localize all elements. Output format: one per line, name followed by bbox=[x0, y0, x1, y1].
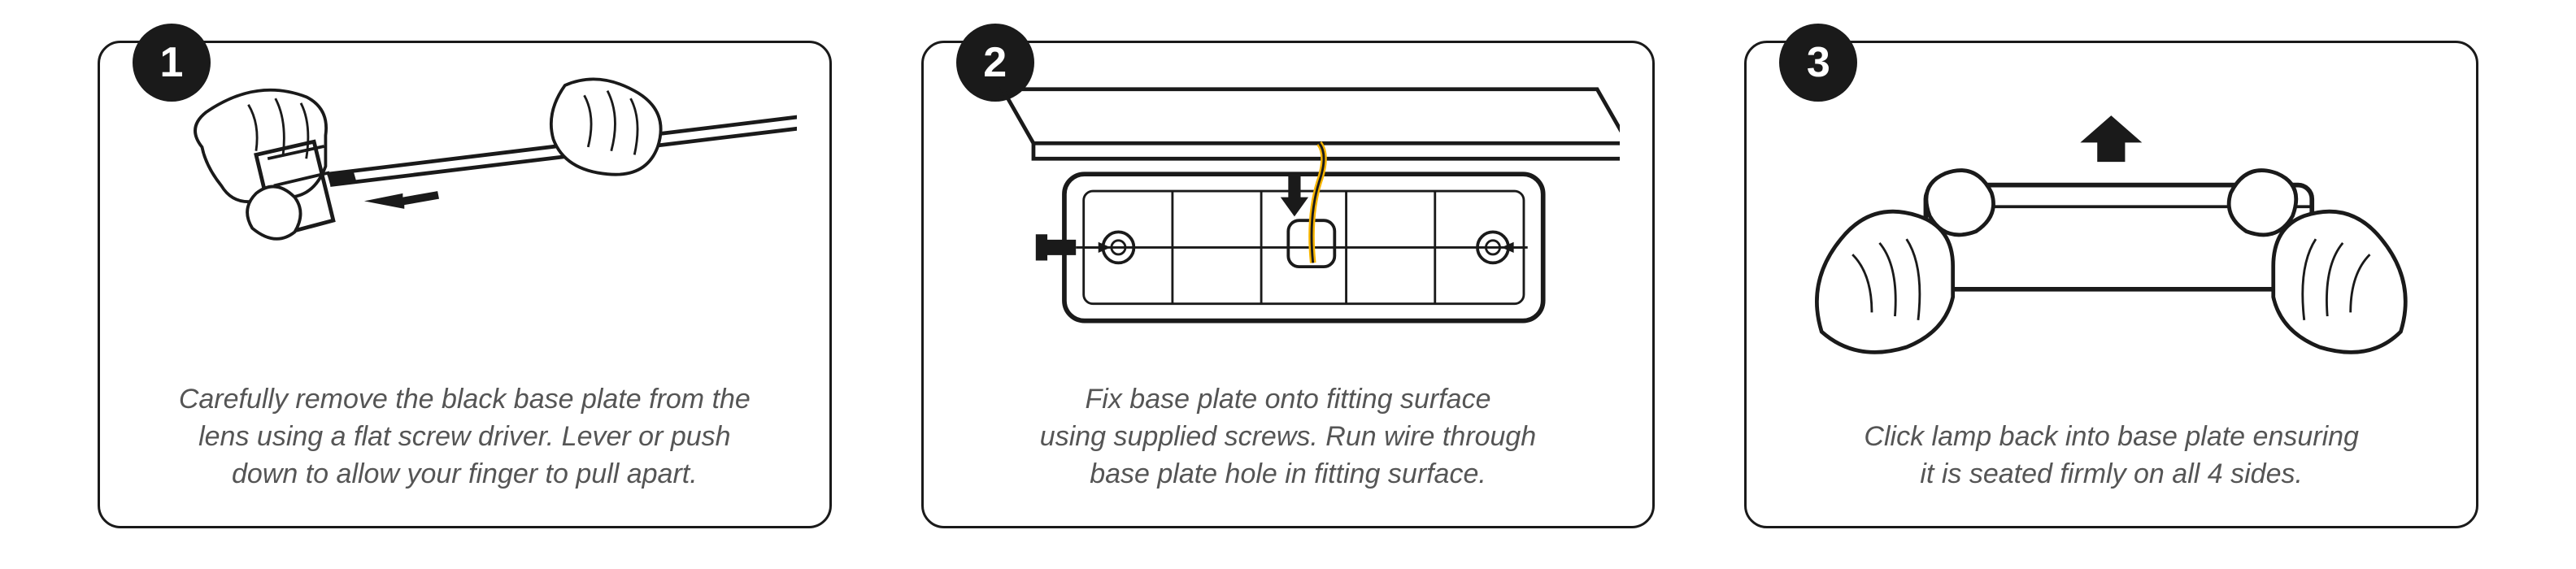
illustration-step-3 bbox=[1779, 67, 2443, 410]
drawing-remove-base-plate bbox=[133, 67, 797, 373]
illustration-step-2 bbox=[956, 67, 1621, 373]
step-card-1: 1 bbox=[98, 41, 832, 528]
drawing-click-lamp bbox=[1779, 67, 2443, 410]
step-caption: Carefully remove the black base plate fr… bbox=[133, 381, 797, 493]
step-card-2: 2 bbox=[921, 41, 1656, 528]
screw-icon bbox=[1035, 234, 1110, 260]
step-card-3: 3 bbox=[1744, 41, 2478, 528]
step-caption: Fix base plate onto fitting surface usin… bbox=[956, 381, 1621, 493]
illustration-step-1 bbox=[133, 67, 797, 373]
instruction-steps-row: 1 bbox=[0, 0, 2576, 569]
step-caption: Click lamp back into base plate ensuring… bbox=[1779, 419, 2443, 493]
drawing-fix-base-plate bbox=[956, 67, 1621, 373]
